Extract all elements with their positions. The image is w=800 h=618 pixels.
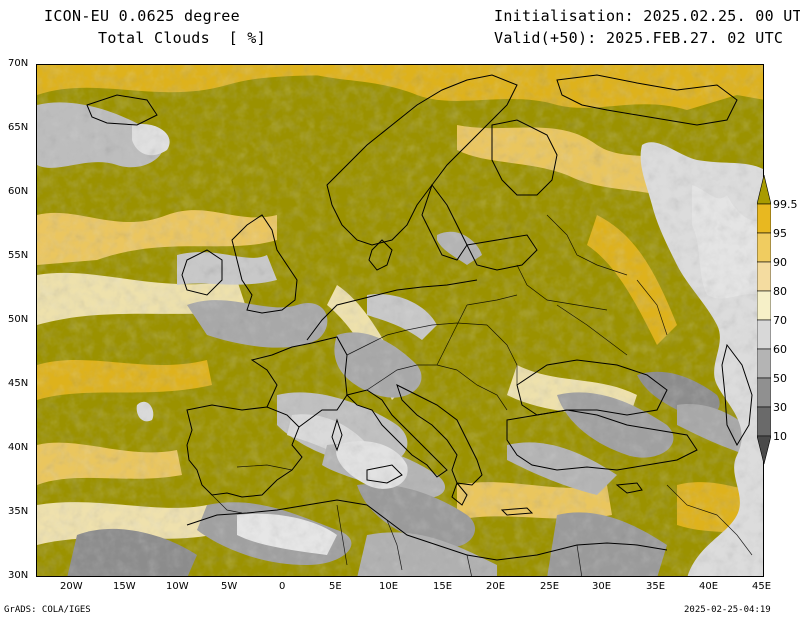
colorbar-label: 99.5 <box>773 198 798 211</box>
country-borders <box>211 214 753 576</box>
lon-label: 45E <box>752 581 772 592</box>
grads-credit: GrADS: COLA/IGES <box>4 605 91 615</box>
colorbar-box <box>757 348 771 379</box>
lon-label: 5E <box>329 581 342 592</box>
lat-label: 70N <box>8 58 29 69</box>
lon-label: 20W <box>60 581 83 592</box>
lat-label: 50N <box>8 314 29 325</box>
init-time: Initialisation: 2025.02.25. 00 UTC <box>494 7 800 25</box>
lon-label: 10E <box>379 581 399 592</box>
valid-time: Valid(+50): 2025.FEB.27. 02 UTC <box>494 29 784 47</box>
model-title: ICON-EU 0.0625 degree <box>44 7 240 25</box>
colorbar-box <box>757 406 771 437</box>
lon-label: 5W <box>221 581 238 592</box>
cloud-map <box>36 64 764 577</box>
lon-label: 15E <box>433 581 453 592</box>
lon-label: 20E <box>486 581 506 592</box>
cloud-cover-field <box>37 65 763 576</box>
colorbar <box>757 175 771 465</box>
lon-label: 10W <box>166 581 189 592</box>
colorbar-top-arrow <box>757 175 771 205</box>
render-timestamp: 2025-02-25-04:19 <box>684 605 771 615</box>
lat-label: 65N <box>8 122 29 133</box>
coastlines <box>86 74 753 561</box>
lon-label: 25E <box>540 581 560 592</box>
colorbar-label: 60 <box>773 343 787 356</box>
lat-label: 35N <box>8 506 29 517</box>
colorbar-label: 95 <box>773 227 787 240</box>
cloud-texture <box>37 65 763 576</box>
field-title: Total Clouds [ %] <box>98 29 266 47</box>
lat-label: 40N <box>8 442 29 453</box>
lon-label: 35E <box>646 581 666 592</box>
colorbar-box <box>757 290 771 321</box>
colorbar-label: 90 <box>773 256 787 269</box>
lon-label: 15W <box>113 581 136 592</box>
colorbar-label: 30 <box>773 401 787 414</box>
lat-label: 30N <box>8 570 29 581</box>
lat-label: 45N <box>8 378 29 389</box>
colorbar-box <box>757 261 771 292</box>
lat-label: 60N <box>8 186 29 197</box>
colorbar-label: 50 <box>773 372 787 385</box>
lon-label: 40E <box>699 581 719 592</box>
lon-label: 30E <box>592 581 612 592</box>
colorbar-box <box>757 377 771 408</box>
colorbar-label: 70 <box>773 314 787 327</box>
colorbar-bottom-arrow <box>757 435 771 465</box>
colorbar-label: 10 <box>773 430 787 443</box>
lat-label: 55N <box>8 250 29 261</box>
lon-label: 0 <box>279 581 286 592</box>
colorbar-box <box>757 319 771 350</box>
colorbar-box <box>757 203 771 234</box>
colorbar-box <box>757 232 771 263</box>
colorbar-label: 80 <box>773 285 787 298</box>
